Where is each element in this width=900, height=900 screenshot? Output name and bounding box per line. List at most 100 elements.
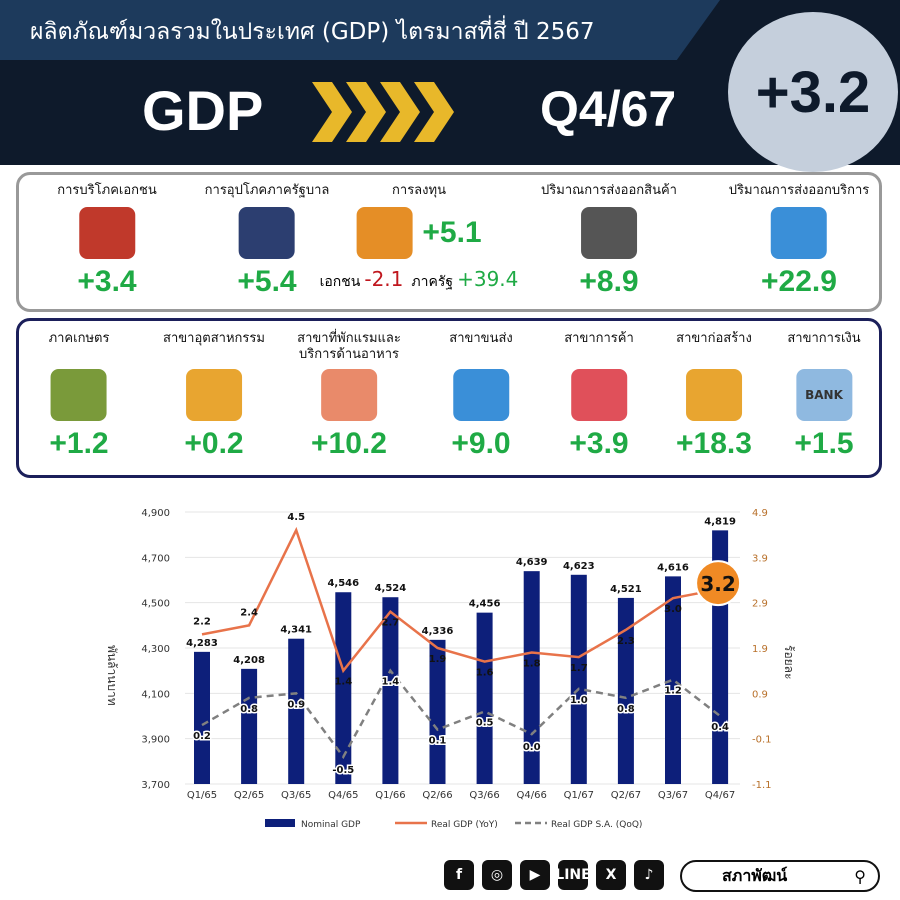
social-links: f ◎ ▶ LINE X ♪ — [444, 860, 664, 890]
sector-label-line2 — [676, 347, 752, 363]
demand-label: การบริโภคเอกชน — [57, 183, 157, 198]
x-tick-label: Q1/66 — [375, 790, 405, 801]
demand-value: +5.4 — [237, 265, 297, 298]
shopping-cart-icon — [570, 369, 627, 421]
bar-nominal-gdp — [476, 612, 493, 784]
demand-item: การบริโภคเอกชน +3.4 — [57, 183, 156, 299]
legend-swatch — [265, 819, 295, 827]
legend-label: Nominal GDP — [301, 820, 361, 830]
y-tick-label: 4,900 — [141, 508, 170, 519]
x-tick-label: Q2/65 — [234, 790, 264, 801]
y2-tick-label: -1.1 — [752, 780, 772, 791]
search-label: สภาพัฒน์ — [722, 865, 788, 885]
sector-value: +3.9 — [569, 427, 629, 460]
tractor-farm-icon — [51, 369, 107, 421]
qoq-data-label: 0.1 — [429, 736, 447, 747]
y-tick-label: 4,700 — [141, 553, 170, 564]
demand-item: การลงทุน +5.1 เอกชน -2.1 ภาครัฐ +39.4 — [320, 183, 519, 293]
yoy-data-label: 3.0 — [664, 604, 682, 615]
sector-label-line2 — [163, 347, 265, 363]
bar-nominal-gdp — [194, 651, 210, 784]
line-icon[interactable]: LINE — [555, 860, 591, 890]
bar-data-label: 4,521 — [610, 584, 642, 595]
y-tick-label: 4,100 — [141, 689, 170, 700]
qoq-data-label: 0.9 — [287, 699, 305, 710]
sector-value: +18.3 — [676, 427, 752, 460]
qoq-data-label: 1.4 — [382, 677, 400, 688]
sector-item: สาขาขนส่ง +9.0 — [449, 331, 512, 461]
bar-data-label: 4,524 — [375, 583, 407, 594]
construction-crane-icon — [685, 369, 742, 421]
quarter-label: Q4/67 — [540, 81, 677, 137]
y2-tick-label: 2.9 — [752, 599, 768, 610]
search-icon: ⚲ — [854, 866, 866, 886]
bar-data-label: 4,639 — [516, 557, 548, 568]
qoq-data-label: 0.8 — [617, 704, 635, 715]
gdp-label: GDP — [142, 79, 264, 142]
qoq-data-label: 0.4 — [711, 722, 729, 733]
yoy-data-label: 1.6 — [476, 668, 494, 679]
instagram-icon[interactable]: ◎ — [482, 860, 512, 890]
highlight-label: 3.2 — [700, 572, 735, 596]
y2-tick-label: 1.9 — [752, 644, 768, 655]
tiktok-icon[interactable]: ♪ — [634, 860, 664, 890]
service-agent-icon — [770, 207, 827, 259]
demand-panel: การบริโภคเอกชน +3.4 การอุปโภคภาครัฐบาล +5.4… — [16, 172, 882, 312]
demand-label: ปริมาณการส่งออกบริการ — [728, 183, 870, 198]
factory-icon — [185, 369, 242, 421]
youtube-icon[interactable]: ▶ — [520, 860, 550, 890]
government-building-icon — [238, 207, 295, 259]
y-tick-label: 3,900 — [141, 735, 170, 746]
x-tick-label: Q1/65 — [187, 790, 217, 801]
bar-nominal-gdp — [288, 638, 305, 784]
demand-value: +22.9 — [761, 265, 837, 298]
qoq-data-label: 0.0 — [523, 742, 541, 753]
chevron-arrows-icon — [312, 82, 454, 142]
headline-gdp-value: +3.2 — [728, 12, 898, 172]
public-investment-value: +39.4 — [457, 267, 519, 291]
page-title: ผลิตภัณฑ์มวลรวมในประเทศ (GDP) ไตรมาสที่ส… — [30, 19, 595, 45]
sector-label: สาขาการเงิน — [787, 331, 861, 346]
sector-label: ภาคเกษตร — [48, 331, 110, 346]
x-tick-label: Q4/66 — [517, 790, 547, 801]
sector-value: +9.0 — [451, 427, 511, 460]
highlight-marker — [695, 560, 742, 607]
sector-label-line2 — [49, 347, 110, 363]
y2-tick-label: -0.1 — [752, 735, 772, 746]
yoy-data-label: 2.2 — [193, 616, 211, 627]
x-icon[interactable]: X — [596, 860, 626, 890]
x-tick-label: Q1/67 — [564, 790, 594, 801]
yoy-data-label: 1.7 — [570, 663, 588, 674]
bar-nominal-gdp — [617, 597, 634, 784]
y2-axis-label: ร้อยละ — [782, 645, 796, 679]
cargo-ship-icon — [581, 207, 637, 259]
private-investment-label: เอกชน — [319, 274, 361, 290]
demand-value: +8.9 — [579, 265, 639, 298]
bar-data-label: 4,616 — [657, 562, 689, 573]
title-bar: ผลิตภัณฑ์มวลรวมในประเทศ (GDP) ไตรมาสที่ส… — [0, 0, 720, 60]
yoy-data-label: 1.4 — [334, 677, 352, 688]
sector-item: ภาคเกษตร +1.2 — [49, 331, 110, 461]
yoy-data-label: 1.9 — [429, 654, 447, 665]
bar-data-label: 4,546 — [327, 578, 359, 589]
facebook-icon[interactable]: f — [444, 860, 474, 890]
sector-label-line2: บริการด้านอาหาร — [299, 347, 399, 362]
demand-item: การอุปโภคภาครัฐบาล +5.4 — [205, 183, 330, 299]
x-tick-label: Q2/67 — [611, 790, 641, 801]
search-box[interactable]: สภาพัฒน์ ⚲ — [680, 860, 880, 892]
sector-label-line2 — [787, 347, 860, 363]
sector-label: สาขาที่พักแรมและ — [297, 331, 401, 346]
legend-label: Real GDP S.A. (QoQ) — [551, 820, 642, 830]
sector-item: สาขาก่อสร้าง +18.3 — [676, 331, 752, 461]
private-investment-value: -2.1 — [364, 267, 404, 291]
sector-label: สาขาการค้า — [564, 331, 634, 346]
bar-nominal-gdp — [335, 592, 352, 784]
yoy-data-label: 4.5 — [287, 512, 305, 523]
bar-data-label: 4,341 — [280, 625, 312, 636]
y-tick-label: 3,700 — [141, 780, 170, 791]
bar-data-label: 4,456 — [469, 599, 501, 610]
y-axis-label: พันล้านบาท — [105, 645, 119, 706]
demand-value: +3.4 — [77, 265, 137, 298]
legend-label: Real GDP (YoY) — [431, 820, 498, 830]
sector-panel: ภาคเกษตร +1.2 สาขาอุตสาหกรรม +0.2 สาขาที่พัก… — [16, 318, 882, 478]
